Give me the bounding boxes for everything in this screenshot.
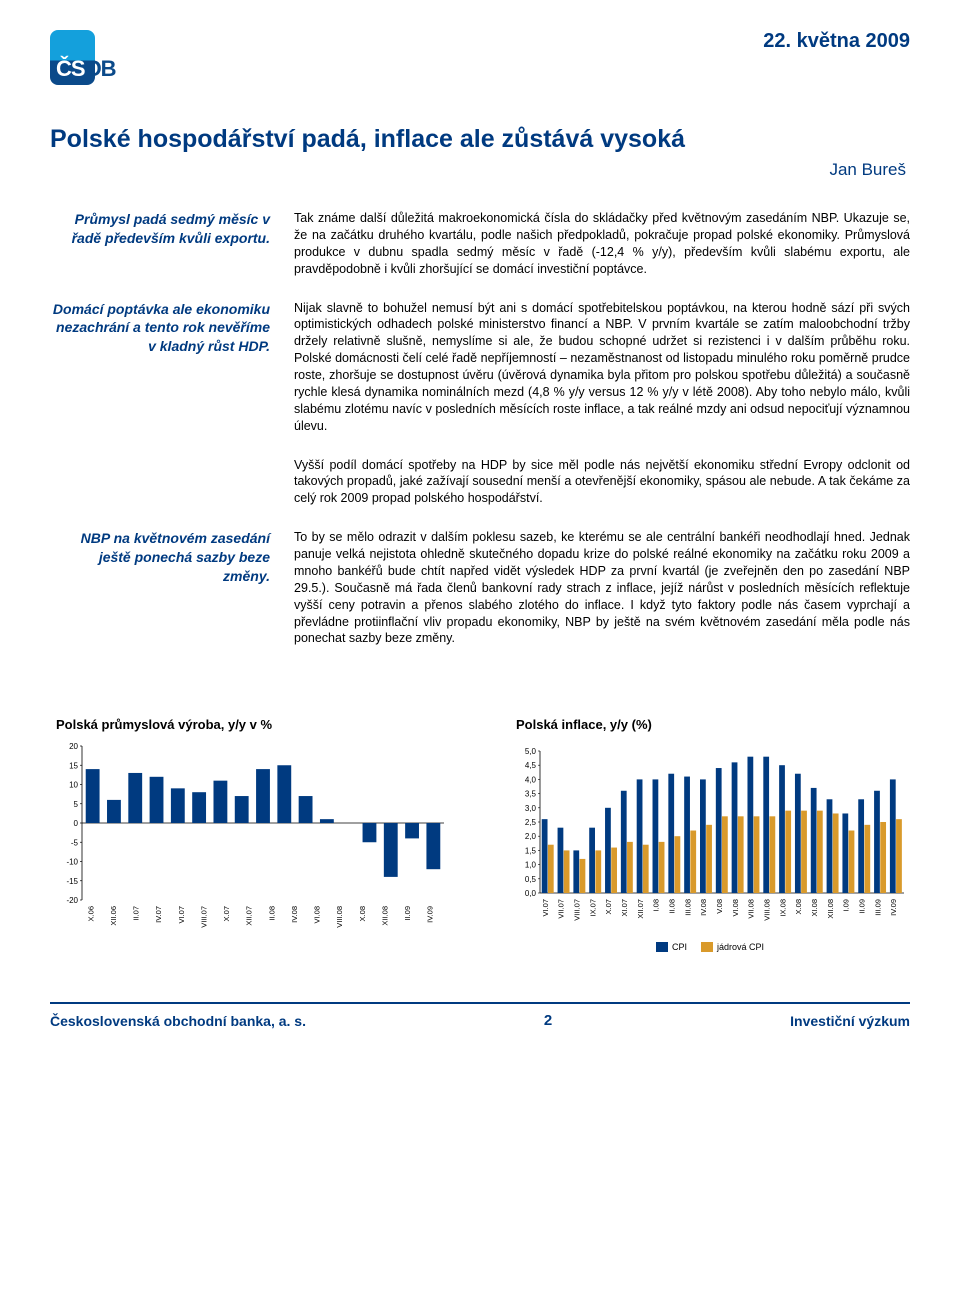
svg-text:XI.07: XI.07 <box>620 899 629 917</box>
svg-text:XII.07: XII.07 <box>245 906 254 926</box>
svg-text:2,5: 2,5 <box>525 818 537 827</box>
legend-item: CPI <box>656 942 687 952</box>
side-note: Domácí poptávka ale ekonomiku nezachrání… <box>50 300 270 357</box>
svg-text:2,0: 2,0 <box>525 832 537 841</box>
svg-text:X.06: X.06 <box>86 906 95 921</box>
svg-text:4,0: 4,0 <box>525 776 537 785</box>
side-note: NBP na květnovém zasedání ještě ponechá … <box>50 529 270 586</box>
svg-text:VIII.08: VIII.08 <box>762 899 771 921</box>
svg-text:VI.08: VI.08 <box>731 899 740 917</box>
svg-text:II.09: II.09 <box>403 906 412 921</box>
body-paragraph: Tak známe další důležitá makroekonomická… <box>294 210 910 278</box>
svg-text:XII.07: XII.07 <box>636 899 645 919</box>
svg-text:XII.08: XII.08 <box>380 906 389 926</box>
body-paragraph: To by se mělo odrazit v dalším poklesu s… <box>294 529 910 647</box>
svg-text:-15: -15 <box>66 877 78 886</box>
svg-text:0,0: 0,0 <box>525 889 537 898</box>
svg-text:VIII.08: VIII.08 <box>335 906 344 928</box>
page: ČSOB 22. května 2009 Polské hospodářství… <box>0 0 960 1069</box>
svg-text:VIII.07: VIII.07 <box>573 899 582 921</box>
svg-text:1,5: 1,5 <box>525 847 537 856</box>
svg-text:0: 0 <box>74 819 79 828</box>
svg-text:IV.08: IV.08 <box>699 899 708 916</box>
header: ČSOB 22. května 2009 <box>50 30 910 85</box>
legend-item: jádrová CPI <box>701 942 764 952</box>
svg-text:-10: -10 <box>66 858 78 867</box>
svg-text:X.08: X.08 <box>358 906 367 921</box>
svg-text:XI.08: XI.08 <box>810 899 819 917</box>
svg-text:IV.09: IV.09 <box>426 906 435 923</box>
title-block: Polské hospodářství padá, inflace ale zů… <box>50 125 910 180</box>
svg-text:20: 20 <box>69 742 78 751</box>
footer: Československá obchodní banka, a. s. 2 I… <box>50 1002 910 1029</box>
body-paragraph: Nijak slavně to bohužel nemusí být ani s… <box>294 300 910 435</box>
svg-text:III.08: III.08 <box>683 899 692 916</box>
svg-text:III.09: III.09 <box>873 899 882 916</box>
svg-text:IV.09: IV.09 <box>889 899 898 916</box>
svg-text:3,5: 3,5 <box>525 790 537 799</box>
bar-chart: -20 -15 -10 -5 0 5 10 15 20 X.06 XII.06 II.07 IV.07 V… <box>50 740 450 940</box>
logo: ČSOB <box>50 30 160 85</box>
svg-text:VII.07: VII.07 <box>557 899 566 919</box>
content-grid: Průmysl padá sedmý měsíc v řadě předevší… <box>50 210 910 647</box>
svg-text:IV.08: IV.08 <box>290 906 299 923</box>
document-author: Jan Bureš <box>50 160 906 180</box>
svg-text:VI.07: VI.07 <box>541 899 550 917</box>
side-note: Průmysl padá sedmý měsíc v řadě předevší… <box>50 210 270 248</box>
svg-text:5,0: 5,0 <box>525 747 537 756</box>
footer-department: Investiční výzkum <box>790 1013 910 1029</box>
svg-text:II.08: II.08 <box>668 899 677 914</box>
svg-text:IX.08: IX.08 <box>778 899 787 917</box>
svg-text:VI.07: VI.07 <box>177 906 186 924</box>
svg-text:IV.07: IV.07 <box>154 906 163 923</box>
svg-text:X.07: X.07 <box>604 899 613 914</box>
legend-swatch <box>701 942 713 952</box>
chart-title: Polská inflace, y/y (%) <box>510 717 910 732</box>
svg-text:V.08: V.08 <box>715 899 724 914</box>
svg-text:II.08: II.08 <box>267 906 276 921</box>
svg-text:II.07: II.07 <box>132 906 141 921</box>
legend-swatch <box>656 942 668 952</box>
body-paragraph: Vyšší podíl domácí spotřeby na HDP by si… <box>294 457 910 508</box>
svg-text:10: 10 <box>69 781 78 790</box>
svg-text:0,5: 0,5 <box>525 875 537 884</box>
svg-text:XII.08: XII.08 <box>826 899 835 919</box>
svg-text:15: 15 <box>69 762 78 771</box>
chart-industrial-production: Polská průmyslová výroba, y/y v % -20 -15… <box>50 717 450 952</box>
document-title: Polské hospodářství padá, inflace ale zů… <box>50 125 910 154</box>
svg-text:VI.08: VI.08 <box>313 906 322 924</box>
svg-text:VII.08: VII.08 <box>747 899 756 919</box>
legend-label: jádrová CPI <box>717 942 764 952</box>
svg-text:5: 5 <box>74 800 79 809</box>
svg-text:I.09: I.09 <box>842 899 851 912</box>
chart-title: Polská průmyslová výroba, y/y v % <box>50 717 450 732</box>
svg-text:XII.06: XII.06 <box>109 906 118 926</box>
grouped-bar-chart: 0,0 0,5 1,0 1,5 2,0 2,5 3,0 3,5 4,0 4,5 5,0 VI.07 VI… <box>510 740 910 940</box>
svg-text:4,5: 4,5 <box>525 761 537 770</box>
svg-text:VIII.07: VIII.07 <box>199 906 208 928</box>
footer-page-number: 2 <box>544 1012 552 1029</box>
chart-legend: CPI jádrová CPI <box>510 942 910 952</box>
svg-text:X.08: X.08 <box>794 899 803 914</box>
svg-text:3,0: 3,0 <box>525 804 537 813</box>
svg-text:1,0: 1,0 <box>525 861 537 870</box>
document-date: 22. května 2009 <box>763 30 910 53</box>
svg-text:X.07: X.07 <box>222 906 231 921</box>
chart-inflation: Polská inflace, y/y (%) 0,0 0,5 1,0 1,5 2,0 2… <box>510 717 910 952</box>
footer-company: Československá obchodní banka, a. s. <box>50 1013 306 1029</box>
svg-text:I.08: I.08 <box>652 899 661 912</box>
svg-text:IX.07: IX.07 <box>588 899 597 917</box>
svg-text:II.09: II.09 <box>857 899 866 914</box>
legend-label: CPI <box>672 942 687 952</box>
svg-text:-5: -5 <box>71 839 79 848</box>
svg-text:-20: -20 <box>66 896 78 905</box>
charts-row: Polská průmyslová výroba, y/y v % -20 -15… <box>50 717 910 952</box>
